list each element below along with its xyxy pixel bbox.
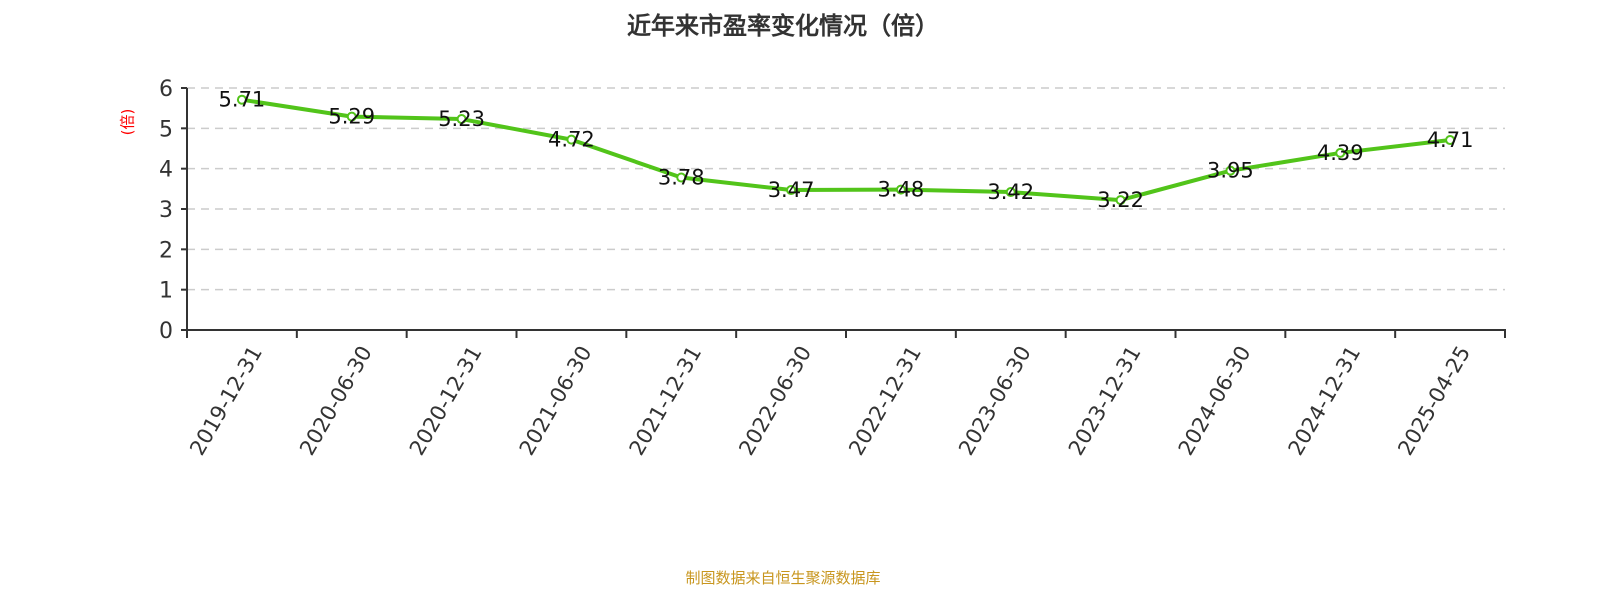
data-point: [786, 185, 797, 196]
data-label: 4.72: [548, 128, 595, 152]
data-point: [1445, 135, 1456, 146]
x-tick-label: 2020-12-31: [405, 342, 487, 460]
x-tick-label: 2022-12-31: [844, 342, 926, 460]
y-tick-label: 6: [159, 77, 173, 102]
chart-title: 近年来市盈率变化情况（倍）: [627, 12, 939, 40]
x-tick-label: 2024-06-30: [1174, 342, 1256, 460]
y-tick-label: 0: [159, 319, 173, 344]
x-tick-label: 2022-06-30: [734, 342, 816, 460]
y-tick-label: 4: [159, 158, 173, 183]
y-tick-label: 1: [159, 279, 173, 304]
data-point: [456, 114, 467, 125]
x-tick-label: 2023-12-31: [1064, 342, 1146, 460]
data-point: [236, 94, 247, 105]
data-point: [1225, 165, 1236, 176]
x-tick-label: 2023-06-30: [954, 342, 1036, 460]
data-label: 3.47: [768, 178, 815, 202]
data-label: 5.71: [219, 88, 266, 112]
x-tick-label: 2024-12-31: [1284, 342, 1366, 460]
x-tick-label: 2025-04-25: [1393, 342, 1475, 460]
x-tick-label: 2019-12-31: [185, 342, 267, 460]
data-label: 4.39: [1317, 141, 1364, 165]
y-tick-label: 3: [159, 198, 173, 223]
x-tick-label: 2020-06-30: [295, 342, 377, 460]
x-tick-label: 2021-06-30: [515, 342, 597, 460]
data-point: [895, 184, 906, 195]
series-line: [241, 97, 1451, 203]
data-label: 3.22: [1097, 188, 1144, 212]
data-point: [566, 134, 577, 145]
data-label: 4.71: [1427, 128, 1474, 152]
data-point: [1005, 187, 1016, 198]
x-tick-label: 2021-12-31: [625, 342, 707, 460]
data-label: 3.48: [878, 178, 925, 202]
y-axis-label: (倍): [118, 109, 136, 136]
data-label: 5.29: [328, 105, 375, 129]
data-point: [676, 172, 687, 183]
data-point: [1335, 147, 1346, 158]
data-point: [1115, 195, 1126, 206]
data-source-note: 制图数据来自恒生聚源数据库: [685, 569, 881, 587]
y-tick-label: 5: [159, 117, 173, 142]
data-label: 3.78: [658, 166, 705, 190]
data-label: 5.23: [438, 107, 485, 131]
data-label: 3.95: [1207, 159, 1254, 183]
data-label: 3.42: [987, 180, 1034, 204]
y-tick-label: 2: [159, 238, 173, 263]
data-point: [346, 111, 357, 122]
